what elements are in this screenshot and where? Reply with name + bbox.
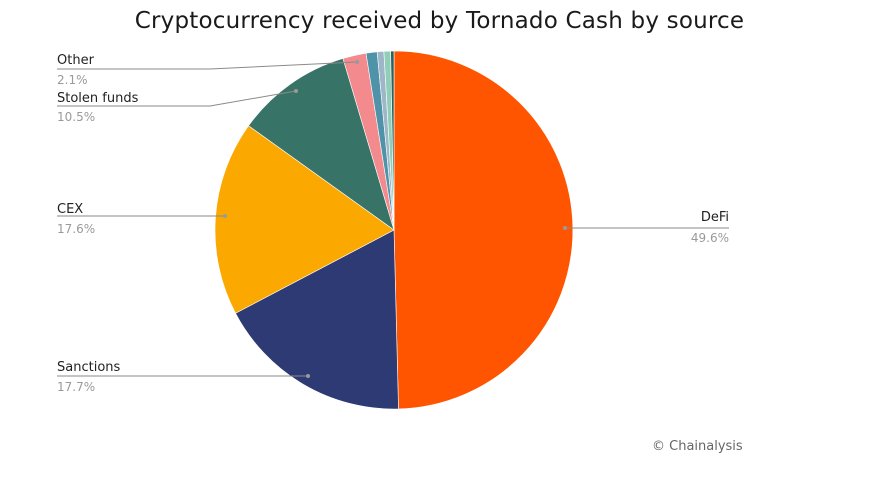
leader-dot-other xyxy=(355,60,359,64)
leader-dot-sanctions xyxy=(306,374,310,378)
leader-line-other xyxy=(57,61,358,70)
leader-dot-defi xyxy=(563,226,567,230)
slice-value-other: 2.1% xyxy=(57,73,88,87)
slice-value-stolen-funds: 10.5% xyxy=(57,110,95,124)
chainalysis-credit: © Chainalysis xyxy=(652,439,743,454)
slice-label-sanctions: Sanctions xyxy=(57,360,121,375)
slice-value-sanctions: 17.7% xyxy=(57,380,95,394)
chart-title: Cryptocurrency received by Tornado Cash … xyxy=(134,8,745,34)
leader-dot-cex xyxy=(223,214,227,218)
slice-label-cex: CEX xyxy=(57,202,83,217)
slice-value-cex: 17.6% xyxy=(57,222,95,236)
pie-slice-sanctions xyxy=(235,229,399,410)
slice-label-other: Other xyxy=(57,53,95,68)
pie-slice-cex xyxy=(214,125,395,314)
pie-labels: DeFi 49.6% Sanctions 17.7% CEX 17.6% Stolen fu… xyxy=(57,53,729,394)
leader-dot-stolen-funds xyxy=(294,89,298,93)
pie-slice-stolen-funds xyxy=(248,58,395,231)
pie-slice-defi xyxy=(393,50,574,410)
slice-label-stolen-funds: Stolen funds xyxy=(57,91,139,106)
pie-slice-minor-8 xyxy=(390,50,395,231)
slice-label-defi: DeFi xyxy=(701,210,729,225)
pie-slices xyxy=(214,50,574,410)
pie-leader-lines xyxy=(57,60,729,378)
leader-line-stolen-funds xyxy=(57,90,297,107)
slice-value-defi: 49.6% xyxy=(691,231,729,245)
